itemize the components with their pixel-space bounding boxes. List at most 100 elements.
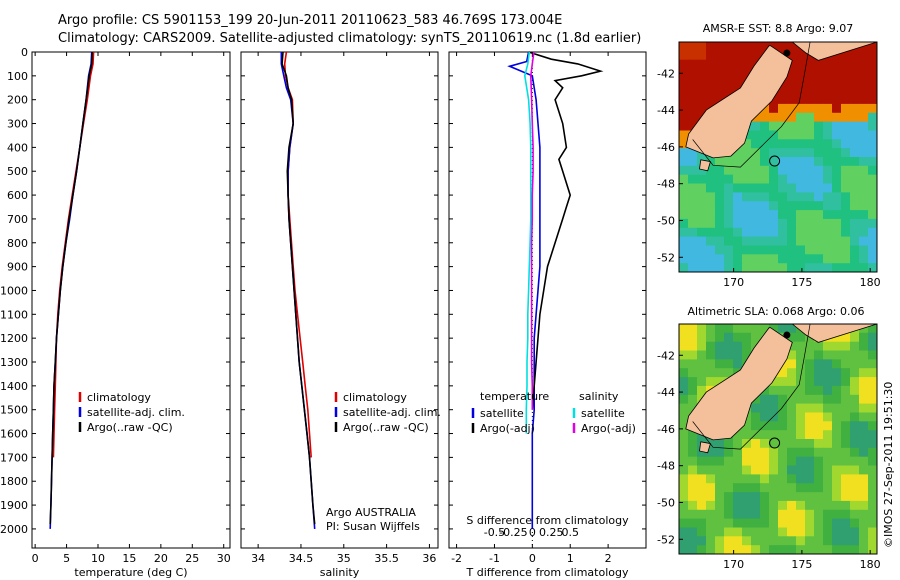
map-cell <box>688 236 698 246</box>
map-cell <box>814 341 824 352</box>
map-cell <box>769 456 779 467</box>
map-cell <box>859 359 869 369</box>
map-cell <box>850 86 860 96</box>
map-cell <box>697 483 707 493</box>
map-cell <box>823 500 833 511</box>
map-cell <box>697 447 707 458</box>
map-cell <box>796 86 806 96</box>
map-cell <box>715 263 725 272</box>
map-cell <box>823 518 833 528</box>
y-tick-label: 500 <box>7 165 28 178</box>
annotation-line: Argo AUSTRALIA <box>326 506 416 519</box>
map-cell <box>688 324 698 334</box>
map-cell <box>832 165 842 176</box>
map-cell <box>841 385 851 396</box>
map-cell <box>706 447 716 458</box>
map-cell <box>697 77 707 87</box>
map-cell <box>751 518 761 528</box>
map-cell <box>832 403 842 413</box>
map-cell <box>823 536 833 546</box>
map-cell <box>796 341 806 352</box>
map-cell <box>715 50 725 61</box>
map-cell <box>859 130 869 140</box>
map-cell <box>715 68 725 78</box>
sst-map-frame <box>678 41 878 273</box>
map-cell <box>733 430 743 440</box>
map-cell <box>751 42 761 52</box>
header-line-2: Climatology: CARS2009. Satellite-adjuste… <box>58 31 641 46</box>
map-cell <box>778 42 788 52</box>
map-cell <box>796 483 806 493</box>
map-cell <box>787 245 797 255</box>
map-cell <box>724 456 734 467</box>
map-cell <box>706 192 716 202</box>
map-cell <box>724 183 734 193</box>
map-cell <box>760 245 770 255</box>
map-cell <box>688 527 698 537</box>
map-cell <box>823 430 833 440</box>
map-cell <box>814 236 824 246</box>
map-cell <box>841 509 851 520</box>
x-tick-label: 2 <box>605 552 612 565</box>
map-cell <box>724 447 734 458</box>
map-cell <box>805 86 815 96</box>
map-cell <box>760 492 770 502</box>
map-cell <box>742 210 752 220</box>
map-cell <box>841 254 851 264</box>
map-cell <box>715 332 725 343</box>
map-cell <box>715 227 725 238</box>
map-cell <box>841 518 851 528</box>
map-cell <box>805 59 815 70</box>
map-cell <box>688 121 698 131</box>
sla-map-frame <box>678 323 878 555</box>
map-cell <box>787 139 797 149</box>
map-cell <box>814 527 824 537</box>
map-cell <box>868 218 877 229</box>
map-cell <box>760 254 770 264</box>
map-cell <box>850 263 860 272</box>
map-cell <box>868 68 877 78</box>
x-tick-label: 1 <box>567 552 574 565</box>
map-cell <box>850 447 860 458</box>
map-cell <box>868 394 877 405</box>
map-cell <box>832 483 842 493</box>
map-cell <box>868 385 877 396</box>
map-cell <box>859 103 869 114</box>
map-cell <box>859 456 869 467</box>
map-cell <box>859 324 869 334</box>
map-cell <box>742 148 752 158</box>
map-cell <box>751 157 761 167</box>
map-cell <box>715 245 725 255</box>
map-cell <box>679 86 689 96</box>
map-cell <box>823 130 833 140</box>
map-cell <box>841 332 851 343</box>
map-cell <box>679 148 689 158</box>
map-cell <box>760 527 770 537</box>
map-cell <box>859 483 869 493</box>
map-cell <box>688 183 698 193</box>
map-cell <box>868 59 877 70</box>
map-cell <box>823 394 833 405</box>
y-tick-label: 300 <box>7 118 28 131</box>
map-cell <box>832 509 842 520</box>
map-cell <box>760 545 770 554</box>
map-cell <box>688 210 698 220</box>
map-cell <box>814 245 824 255</box>
map-cell <box>751 483 761 493</box>
map-cell <box>724 545 734 554</box>
map-cell <box>742 192 752 202</box>
map-cell <box>715 545 725 554</box>
map-cell <box>688 50 698 61</box>
map-cell <box>688 218 698 229</box>
map-cell <box>787 500 797 511</box>
map-cell <box>688 377 698 387</box>
map-cell <box>805 218 815 229</box>
legend-label: satellite-adj. clim. <box>343 406 441 419</box>
map-cell <box>805 165 815 176</box>
map-cell <box>679 42 689 52</box>
map-cell <box>697 527 707 537</box>
map-cell <box>814 112 824 123</box>
x-axis-label: salinity <box>320 566 360 579</box>
map-cell <box>868 201 877 211</box>
map-cell <box>805 121 815 131</box>
